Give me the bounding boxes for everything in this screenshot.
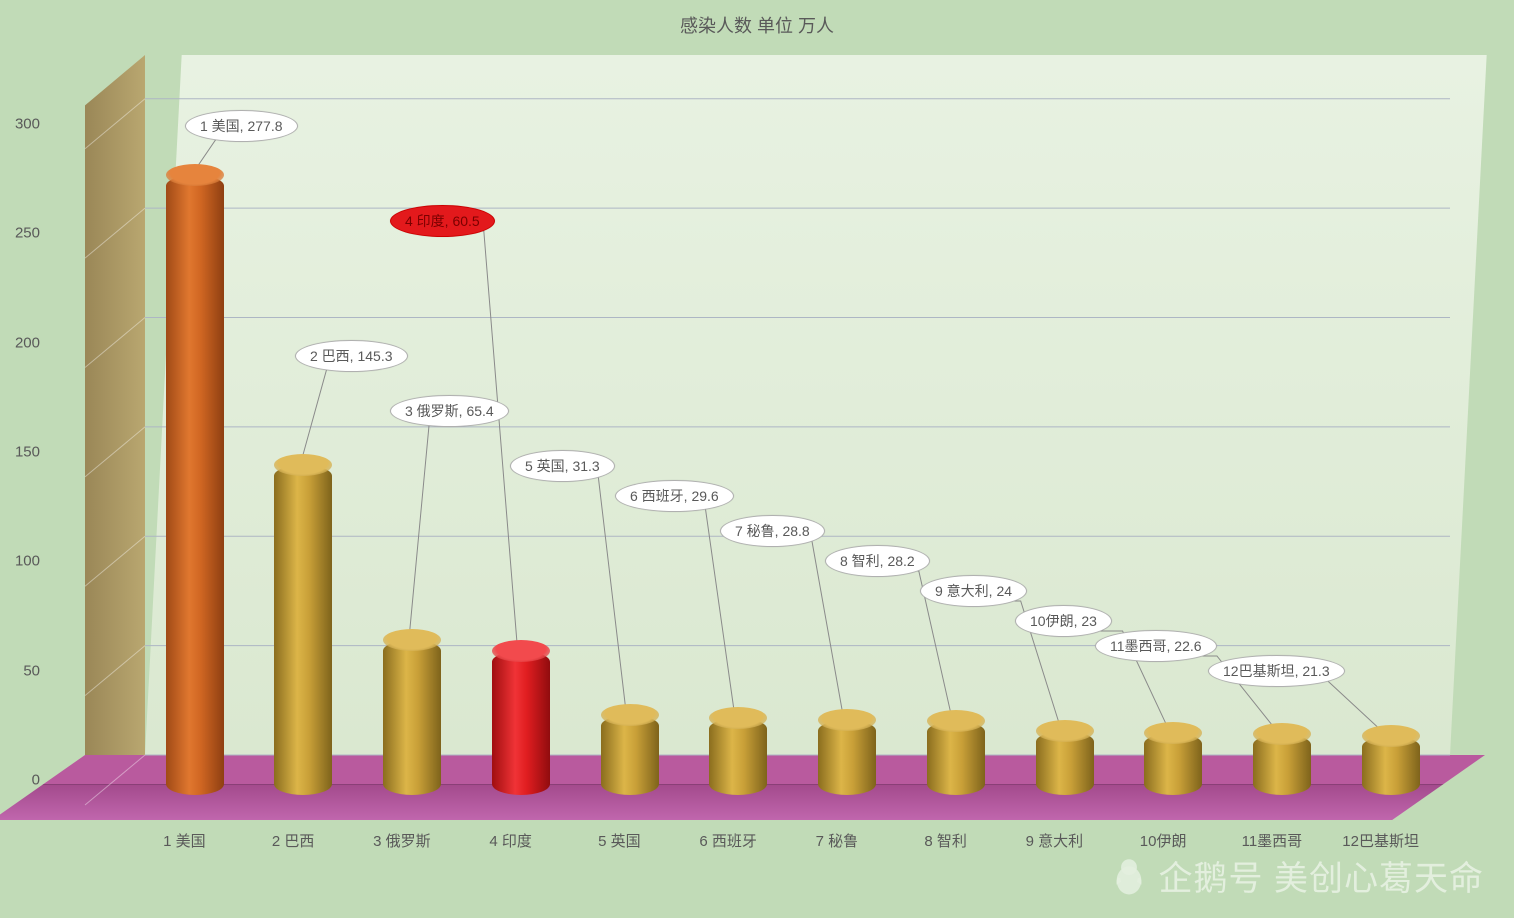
x-tick-label: 8 智利: [924, 830, 967, 851]
bar-6: [709, 718, 767, 787]
callout-1: 1 美国, 277.8: [185, 110, 298, 142]
callout-2: 2 巴西, 145.3: [295, 340, 408, 372]
callout-11: 11墨西哥, 22.6: [1095, 630, 1217, 662]
x-tick-label: 5 英国: [598, 830, 641, 851]
chart-container: 感染人数 单位 万人 050100150200250300 1 美国2 巴西3 …: [0, 0, 1514, 918]
bar-3: [383, 640, 441, 787]
bar-7: [818, 720, 876, 787]
x-tick-label: 2 巴西: [272, 830, 315, 851]
x-tick-label: 6 西班牙: [699, 830, 757, 851]
y-tick-label: 200: [15, 334, 40, 351]
bar-10: [1144, 733, 1202, 787]
y-tick-label: 100: [15, 553, 40, 570]
penguin-icon: [1107, 854, 1151, 898]
callout-7: 7 秘鲁, 28.8: [720, 515, 825, 547]
bar-8: [927, 721, 985, 787]
x-tick-label: 4 印度: [489, 830, 532, 851]
y-tick-label: 0: [32, 772, 40, 789]
x-tick-label: 9 意大利: [1026, 830, 1084, 851]
bar-9: [1036, 731, 1094, 788]
plot-area: 050100150200250300 1 美国2 巴西3 俄罗斯4 印度5 英国…: [110, 55, 1450, 835]
callout-3: 3 俄罗斯, 65.4: [390, 395, 509, 427]
x-tick-label: 12巴基斯坦: [1342, 830, 1419, 851]
x-tick-label: 1 美国: [163, 830, 206, 851]
bar-1: [166, 175, 224, 787]
x-tick-label: 3 俄罗斯: [373, 830, 431, 851]
watermark: 企鹅号 美创心葛天命: [1107, 851, 1484, 900]
y-tick-label: 250: [15, 225, 40, 242]
bar-2: [274, 465, 332, 787]
watermark-text: 企鹅号 美创心葛天命: [1159, 851, 1484, 900]
y-tick-label: 50: [23, 662, 40, 679]
callout-4: 4 印度, 60.5: [390, 205, 495, 237]
callout-6: 6 西班牙, 29.6: [615, 480, 734, 512]
callout-10: 10伊朗, 23: [1015, 605, 1112, 637]
x-tick-label: 7 秘鲁: [816, 830, 859, 851]
x-tick-label: 11墨西哥: [1242, 830, 1303, 851]
y-tick-label: 150: [15, 443, 40, 460]
bar-11: [1253, 734, 1311, 787]
callout-8: 8 智利, 28.2: [825, 545, 930, 577]
y-tick-label: 300: [15, 115, 40, 132]
bar-4: [492, 651, 550, 787]
callout-12: 12巴基斯坦, 21.3: [1208, 655, 1345, 687]
callout-9: 9 意大利, 24: [920, 575, 1027, 607]
bar-5: [601, 715, 659, 787]
callout-5: 5 英国, 31.3: [510, 450, 615, 482]
bar-12: [1362, 736, 1420, 787]
chart-title: 感染人数 单位 万人: [680, 12, 834, 38]
x-tick-label: 10伊朗: [1140, 830, 1187, 851]
